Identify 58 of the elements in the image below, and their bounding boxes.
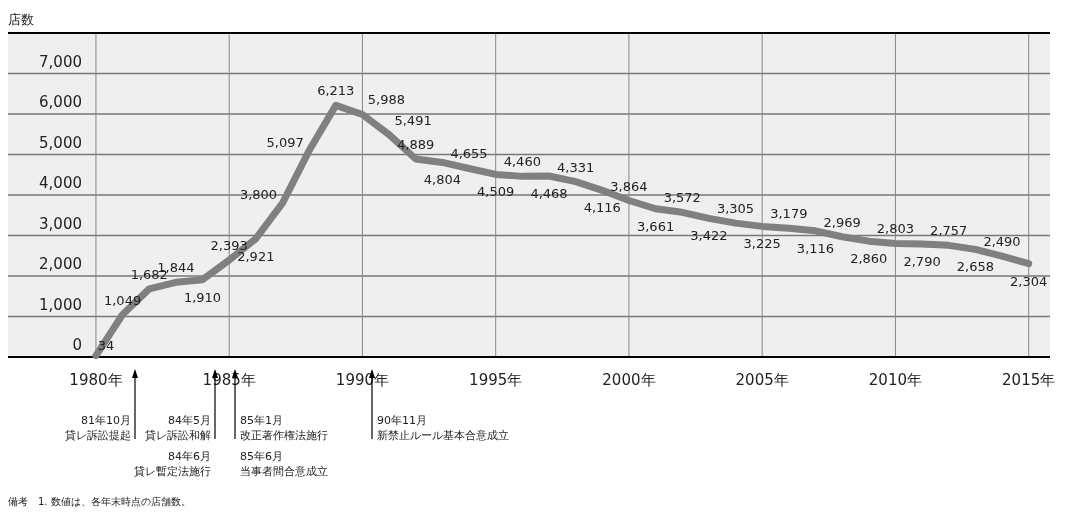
data-label: 1,910: [183, 289, 222, 305]
y-axis-title: 店数: [8, 12, 34, 27]
data-label: 4,468: [530, 186, 568, 202]
data-label: 4,889: [397, 137, 435, 152]
data-label: 2,304: [1010, 273, 1048, 289]
x-tick-label: 1980年: [69, 371, 123, 389]
text: 貸レ訴訟提起: [65, 429, 131, 442]
text: 貸レ訴訟和解: [145, 429, 211, 442]
x-tick-label: 2015年: [1002, 371, 1056, 389]
data-label: 3,179: [770, 206, 808, 222]
y-tick-label: 7,000: [39, 52, 82, 71]
data-label: 3,225: [743, 236, 781, 252]
text: 改正著作権法施行: [240, 429, 328, 442]
data-label: 4,460: [503, 154, 541, 170]
text: 新禁止ルール基本合意成立: [377, 429, 509, 442]
data-label: 3,116: [796, 240, 835, 256]
data-label: 5,097: [266, 134, 304, 150]
text: 90年11月: [377, 414, 427, 427]
data-label: 4,509: [477, 184, 515, 200]
text: 81年10月: [81, 414, 131, 427]
y-tick-label: 3,000: [39, 214, 82, 233]
text: 84年5月: [168, 414, 211, 427]
text: 85年6月: [240, 450, 283, 463]
x-tick-label: 2000年: [602, 371, 656, 389]
text: 当事者間合意成立: [240, 465, 328, 478]
data-label: 2,490: [983, 234, 1021, 250]
x-tick-label: 2010年: [868, 371, 923, 389]
data-label: 2,658: [956, 259, 994, 275]
data-label: 5,491: [394, 112, 432, 128]
data-label: 4,804: [423, 172, 461, 188]
text: 85年1月: [240, 414, 283, 427]
text: 備考 1. 数値は、各年末時点の店舗数。: [8, 496, 191, 507]
data-label: 4,331: [557, 159, 595, 175]
data-label: 34: [97, 337, 115, 353]
y-tick-label: 1,000: [39, 295, 82, 314]
data-label: 2,790: [903, 254, 941, 269]
y-tick-label: 2,000: [39, 255, 82, 273]
y-tick-label: 4,000: [39, 174, 82, 192]
y-tick-label: 6,000: [39, 93, 82, 111]
text: 84年6月: [168, 450, 211, 463]
text: 貸レ暫定法施行: [134, 465, 211, 478]
data-label: 1,049: [104, 292, 142, 308]
x-tick-label: 2005年: [735, 371, 789, 389]
data-label: 5,988: [367, 92, 406, 108]
data-label: 2,803: [876, 221, 915, 237]
data-label: 6,213: [317, 83, 355, 99]
data-label: 2,969: [823, 214, 861, 230]
data-label: 3,305: [716, 201, 755, 217]
y-tick-label: 0: [72, 336, 82, 354]
data-label: 4,116: [583, 200, 621, 216]
data-label: 3,661: [637, 218, 675, 234]
x-tick-label: 1995年: [469, 371, 523, 389]
data-label: 3,864: [610, 178, 648, 194]
data-label: 3,800: [239, 187, 278, 203]
y-tick-label: 5,000: [39, 133, 82, 152]
data-label: 2,860: [850, 251, 888, 267]
data-label: 3,572: [663, 190, 701, 206]
data-label: 2,757: [930, 223, 968, 239]
